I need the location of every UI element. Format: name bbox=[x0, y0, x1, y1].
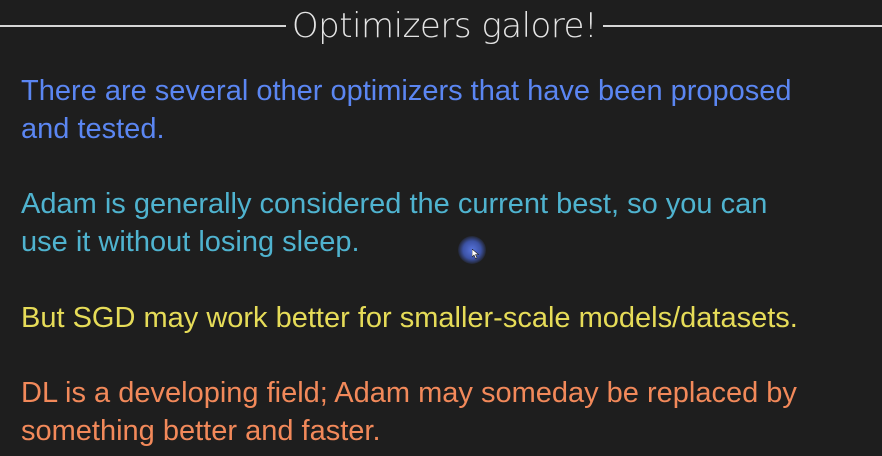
paragraph-line: and tested. bbox=[21, 113, 165, 145]
slide-title: Optimizers galore! bbox=[291, 6, 598, 46]
paragraph-line: There are several other optimizers that … bbox=[21, 75, 792, 107]
paragraph-developing-field: DL is a developing field; Adam may somed… bbox=[21, 374, 871, 450]
title-rule-left bbox=[0, 25, 286, 27]
mouse-pointer-icon bbox=[472, 249, 480, 259]
paragraph-line: DL is a developing field; Adam may somed… bbox=[21, 377, 797, 409]
paragraph-line: use it without losing sleep. bbox=[21, 226, 360, 258]
paragraph-line: Adam is generally considered the current… bbox=[21, 188, 768, 220]
paragraph-adam-best: Adam is generally considered the current… bbox=[21, 185, 871, 261]
title-row: Optimizers galore! bbox=[0, 4, 882, 48]
paragraph-line: something better and faster. bbox=[21, 415, 381, 447]
paragraph-line: But SGD may work better for smaller-scal… bbox=[21, 302, 798, 334]
title-rule-right bbox=[603, 25, 882, 27]
paragraph-optimizers-proposed: There are several other optimizers that … bbox=[21, 72, 871, 148]
paragraph-sgd-smaller: But SGD may work better for smaller-scal… bbox=[21, 299, 871, 337]
